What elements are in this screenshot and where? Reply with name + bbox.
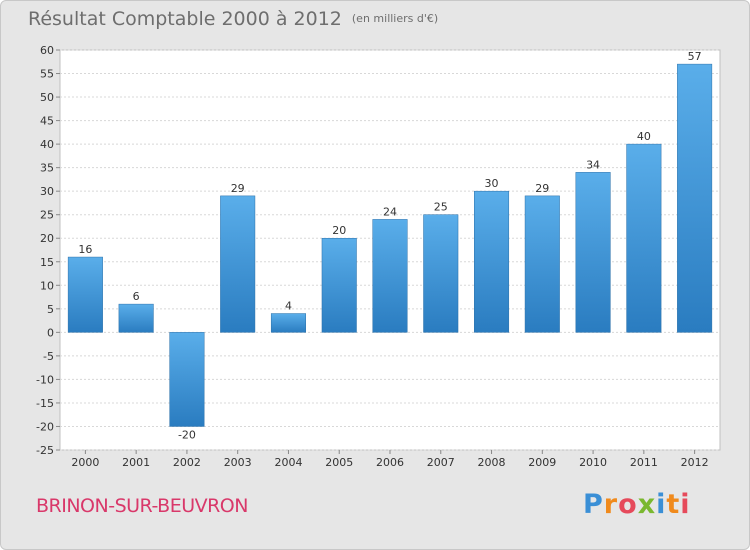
x-tick-label-2009: 2009	[528, 456, 556, 469]
x-tick-label-2001: 2001	[122, 456, 150, 469]
data-label-2009: 29	[535, 182, 549, 195]
data-label-2005: 20	[332, 224, 346, 237]
bar-2000	[67, 256, 103, 333]
y-tick-label: 0	[47, 326, 54, 339]
y-tick-label: -20	[36, 420, 54, 433]
logo-letter: r	[603, 489, 619, 520]
logo-letter: o	[618, 489, 638, 520]
y-tick-label: -5	[43, 350, 54, 363]
data-labels: 16 6 -20 29 4 20 24 25 30 29 34 40 57	[78, 50, 701, 441]
data-label-2003: 29	[231, 182, 245, 195]
chart-unit: (en milliers d'€)	[351, 12, 439, 25]
x-axis: 2000 2001 2002 2003 2004 2005 2006 2007 2008 2009…	[71, 450, 709, 469]
y-tick-label: 15	[40, 256, 54, 269]
data-label-2006: 24	[383, 205, 397, 218]
commune-name: BRINON-SUR-BEUVRON	[36, 495, 248, 517]
x-tick-label-2002: 2002	[173, 456, 201, 469]
x-tick-label-2003: 2003	[224, 456, 252, 469]
logo-letter: i	[656, 489, 667, 520]
data-label-2004: 4	[285, 300, 292, 313]
x-tick-label-2005: 2005	[325, 456, 353, 469]
y-tick-label: 60	[40, 44, 54, 57]
bar-2012	[677, 63, 713, 333]
y-tick-label: 30	[40, 185, 54, 198]
data-label-2000: 16	[78, 243, 92, 256]
data-label-2008: 30	[485, 177, 499, 190]
data-label-2007: 25	[434, 201, 448, 214]
x-tick-label-2008: 2008	[478, 456, 506, 469]
y-tick-label: 45	[40, 115, 54, 128]
bar-2002	[169, 332, 205, 427]
logo-letter: P	[583, 489, 604, 520]
logo-letter: x	[637, 489, 657, 520]
bar-2008	[474, 190, 510, 333]
bar-2010	[575, 172, 611, 333]
y-tick-label: 20	[40, 232, 54, 245]
data-label-2011: 40	[637, 130, 651, 143]
x-tick-label-2011: 2011	[630, 456, 658, 469]
bar-2011	[626, 143, 662, 333]
data-label-2002: -20	[178, 428, 196, 441]
data-label-2012: 57	[688, 50, 702, 63]
bar-2007	[423, 214, 459, 333]
y-tick-label: 5	[47, 303, 54, 316]
x-tick-label-2006: 2006	[376, 456, 404, 469]
y-tick-label: 55	[40, 68, 54, 81]
y-tick-label: 10	[40, 279, 54, 292]
proxiti-logo: Proxiti	[583, 489, 691, 520]
x-tick-label-2012: 2012	[681, 456, 709, 469]
bar-2005	[321, 237, 357, 333]
bar-2003	[220, 195, 256, 333]
y-tick-label: 50	[40, 91, 54, 104]
bar-2009	[524, 195, 560, 333]
chart-title: Résultat Comptable 2000 à 2012 (en millie…	[28, 8, 438, 30]
data-label-2010: 34	[586, 158, 600, 171]
logo-letter: i	[680, 489, 691, 520]
bar-2006	[372, 219, 408, 333]
bar-2001	[118, 303, 154, 333]
x-tick-label-2004: 2004	[274, 456, 302, 469]
bar-2004	[270, 313, 306, 333]
data-label-2001: 6	[133, 290, 140, 303]
y-tick-label: 40	[40, 138, 54, 151]
y-tick-label: -15	[36, 397, 54, 410]
y-tick-label: 35	[40, 162, 54, 175]
x-tick-label-2010: 2010	[579, 456, 607, 469]
bars	[67, 63, 713, 427]
y-tick-label: 25	[40, 209, 54, 222]
chart-title-text: Résultat Comptable 2000 à 2012	[28, 8, 342, 30]
y-tick-label: -10	[36, 373, 54, 386]
y-tick-label: -25	[36, 444, 54, 457]
x-tick-label-2007: 2007	[427, 456, 455, 469]
logo-letter: t	[666, 489, 681, 520]
x-tick-label-2000: 2000	[71, 456, 99, 469]
